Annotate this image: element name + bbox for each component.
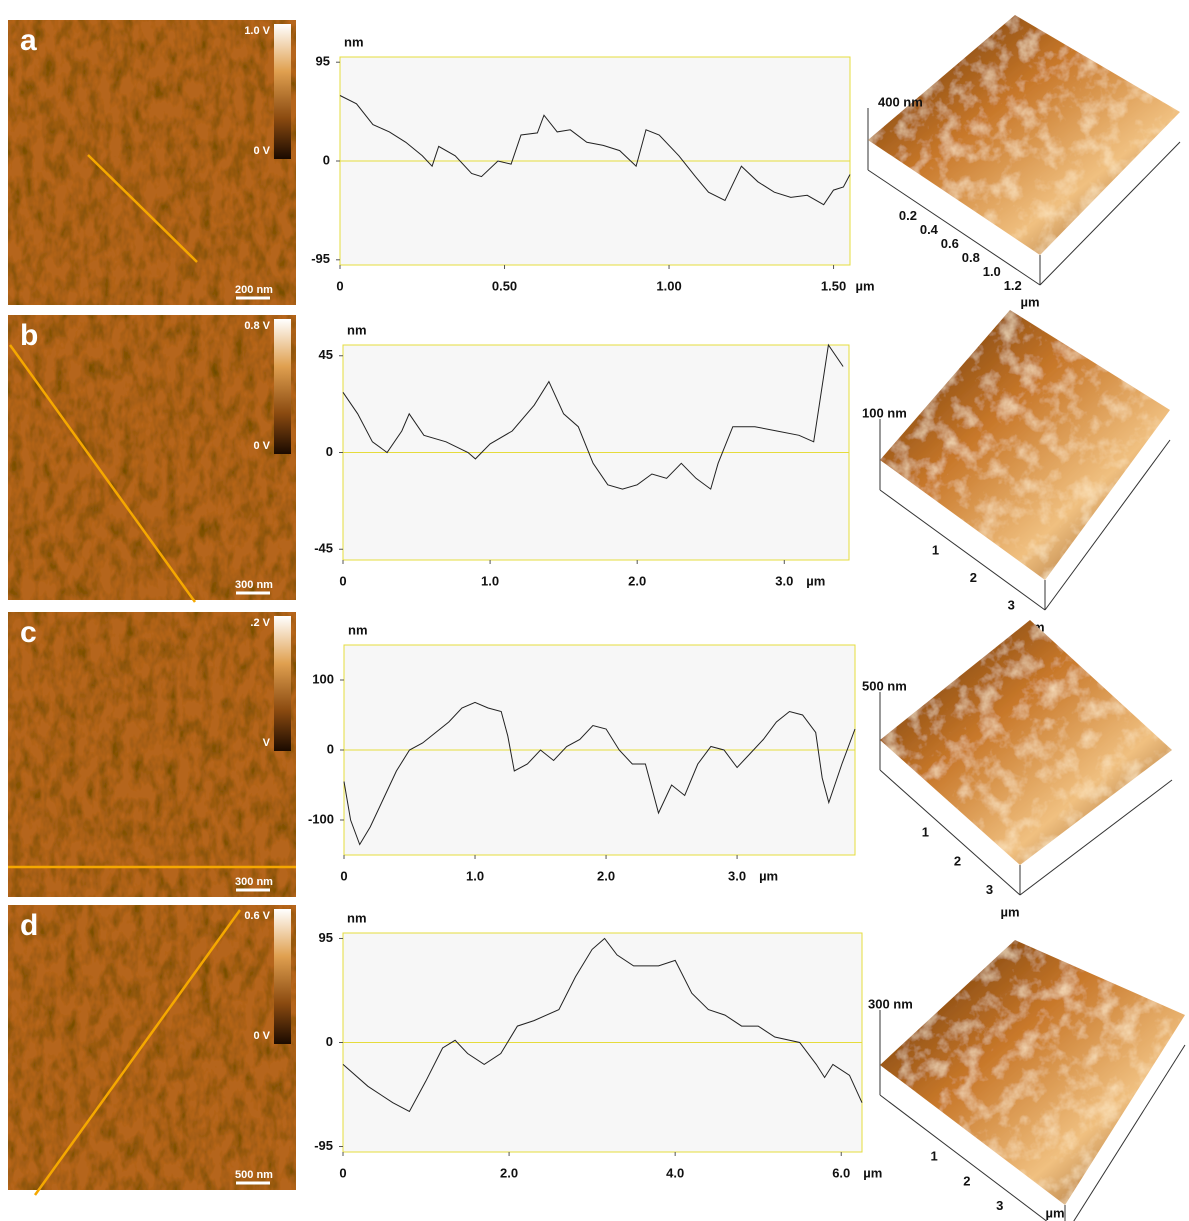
surface-tick-label: 3 [986,882,993,897]
color-bar-max: 0.8 V [244,320,270,332]
surface-tick-label: 1 [932,543,939,558]
x-tick-label: 0 [336,278,343,293]
x-tick-label: 2.0 [597,868,615,883]
y-tick-label: 95 [319,930,333,945]
x-tick-label: 3.0 [728,868,746,883]
surface-tick-label: 2 [963,1173,970,1188]
surface-3d [880,310,1170,580]
surface-tick-label: 1.0 [983,264,1001,279]
y-axis-label: nm [347,910,367,925]
surface-tick-label: 0.8 [962,250,980,265]
y-tick-label: -95 [311,251,330,266]
x-unit: µm [863,1165,882,1180]
surface-tick-label: 2 [970,570,977,585]
x-tick-label: 2.0 [628,573,646,588]
x-tick-label: 0.50 [492,278,517,293]
color-bar [274,24,291,159]
x-tick-label: 0 [339,573,346,588]
y-axis-label: nm [347,322,367,337]
color-bar-max: 1.0 V [244,25,270,37]
scale-bar-label: 200 nm [235,284,273,296]
panel-label: b [20,319,38,352]
panel-label: d [20,909,38,942]
x-tick-label: 2.0 [500,1165,518,1180]
panel-label: c [20,616,37,649]
color-bar-min: 0 V [253,440,270,452]
surface-tick-label: 0.4 [920,222,939,237]
color-bar-min: 0 V [253,1030,270,1042]
surface-tick-label: 2 [954,853,961,868]
x-unit: µm [759,868,778,883]
y-tick-label: 0 [327,741,334,756]
x-tick-label: 0 [340,868,347,883]
surface-tick-label: 0.2 [899,208,917,223]
surface-z-label: 300 nm [868,996,913,1011]
color-bar-min: 0 V [253,145,270,157]
color-bar-min: V [263,737,271,749]
color-bar [274,319,291,454]
x-unit: µm [856,278,875,293]
x-tick-label: 3.0 [775,573,793,588]
y-tick-label: -45 [314,541,333,556]
y-axis-label: nm [344,34,364,49]
x-tick-label: 1.00 [656,278,681,293]
surface-z-label: 100 nm [862,405,907,420]
x-tick-label: 1.50 [821,278,846,293]
surface-unit: µm [1020,294,1039,309]
y-tick-label: 0 [323,152,330,167]
surface-tick-label: 1.2 [1004,278,1022,293]
color-bar-max: 0.6 V [244,910,270,922]
surface-z-label: 500 nm [862,678,907,693]
surface-tick-label: 1 [922,825,929,840]
surface-tick-label: 1 [930,1148,937,1163]
panel-label: a [20,24,37,57]
x-tick-label: 6.0 [832,1165,850,1180]
y-tick-label: -100 [308,811,334,826]
y-tick-label: -95 [314,1138,333,1153]
scale-bar-label: 300 nm [235,876,273,888]
x-tick-label: 1.0 [466,868,484,883]
surface-tick-label: 3 [996,1198,1003,1213]
color-bar [274,616,291,751]
afm-image [8,612,296,897]
surface-tick-label: 3 [1008,598,1015,613]
y-tick-label: 95 [316,54,330,69]
y-axis-label: nm [348,622,368,637]
color-bar [274,909,291,1044]
y-tick-label: 45 [319,347,333,362]
figure: 1.0 V0 Va200 nmnm-9509500.501.001.50µm40… [0,0,1189,1221]
x-tick-label: 0 [339,1165,346,1180]
surface-tick-label: 0.6 [941,236,959,251]
y-tick-label: 0 [326,1034,333,1049]
surface-z-label: 400 nm [878,94,923,109]
y-tick-label: 100 [312,671,334,686]
color-bar-max: .2 V [250,617,270,629]
afm-image [8,20,296,305]
afm-image [8,315,296,600]
surface-unit: µm [1000,904,1019,919]
x-tick-label: 4.0 [666,1165,684,1180]
scale-bar-label: 500 nm [235,1169,273,1181]
x-tick-label: 1.0 [481,573,499,588]
surface-unit: µm [1045,1205,1064,1220]
y-tick-label: 0 [326,444,333,459]
afm-image [8,905,296,1190]
surface-3d [880,940,1185,1205]
x-unit: µm [806,573,825,588]
scale-bar-label: 300 nm [235,579,273,591]
